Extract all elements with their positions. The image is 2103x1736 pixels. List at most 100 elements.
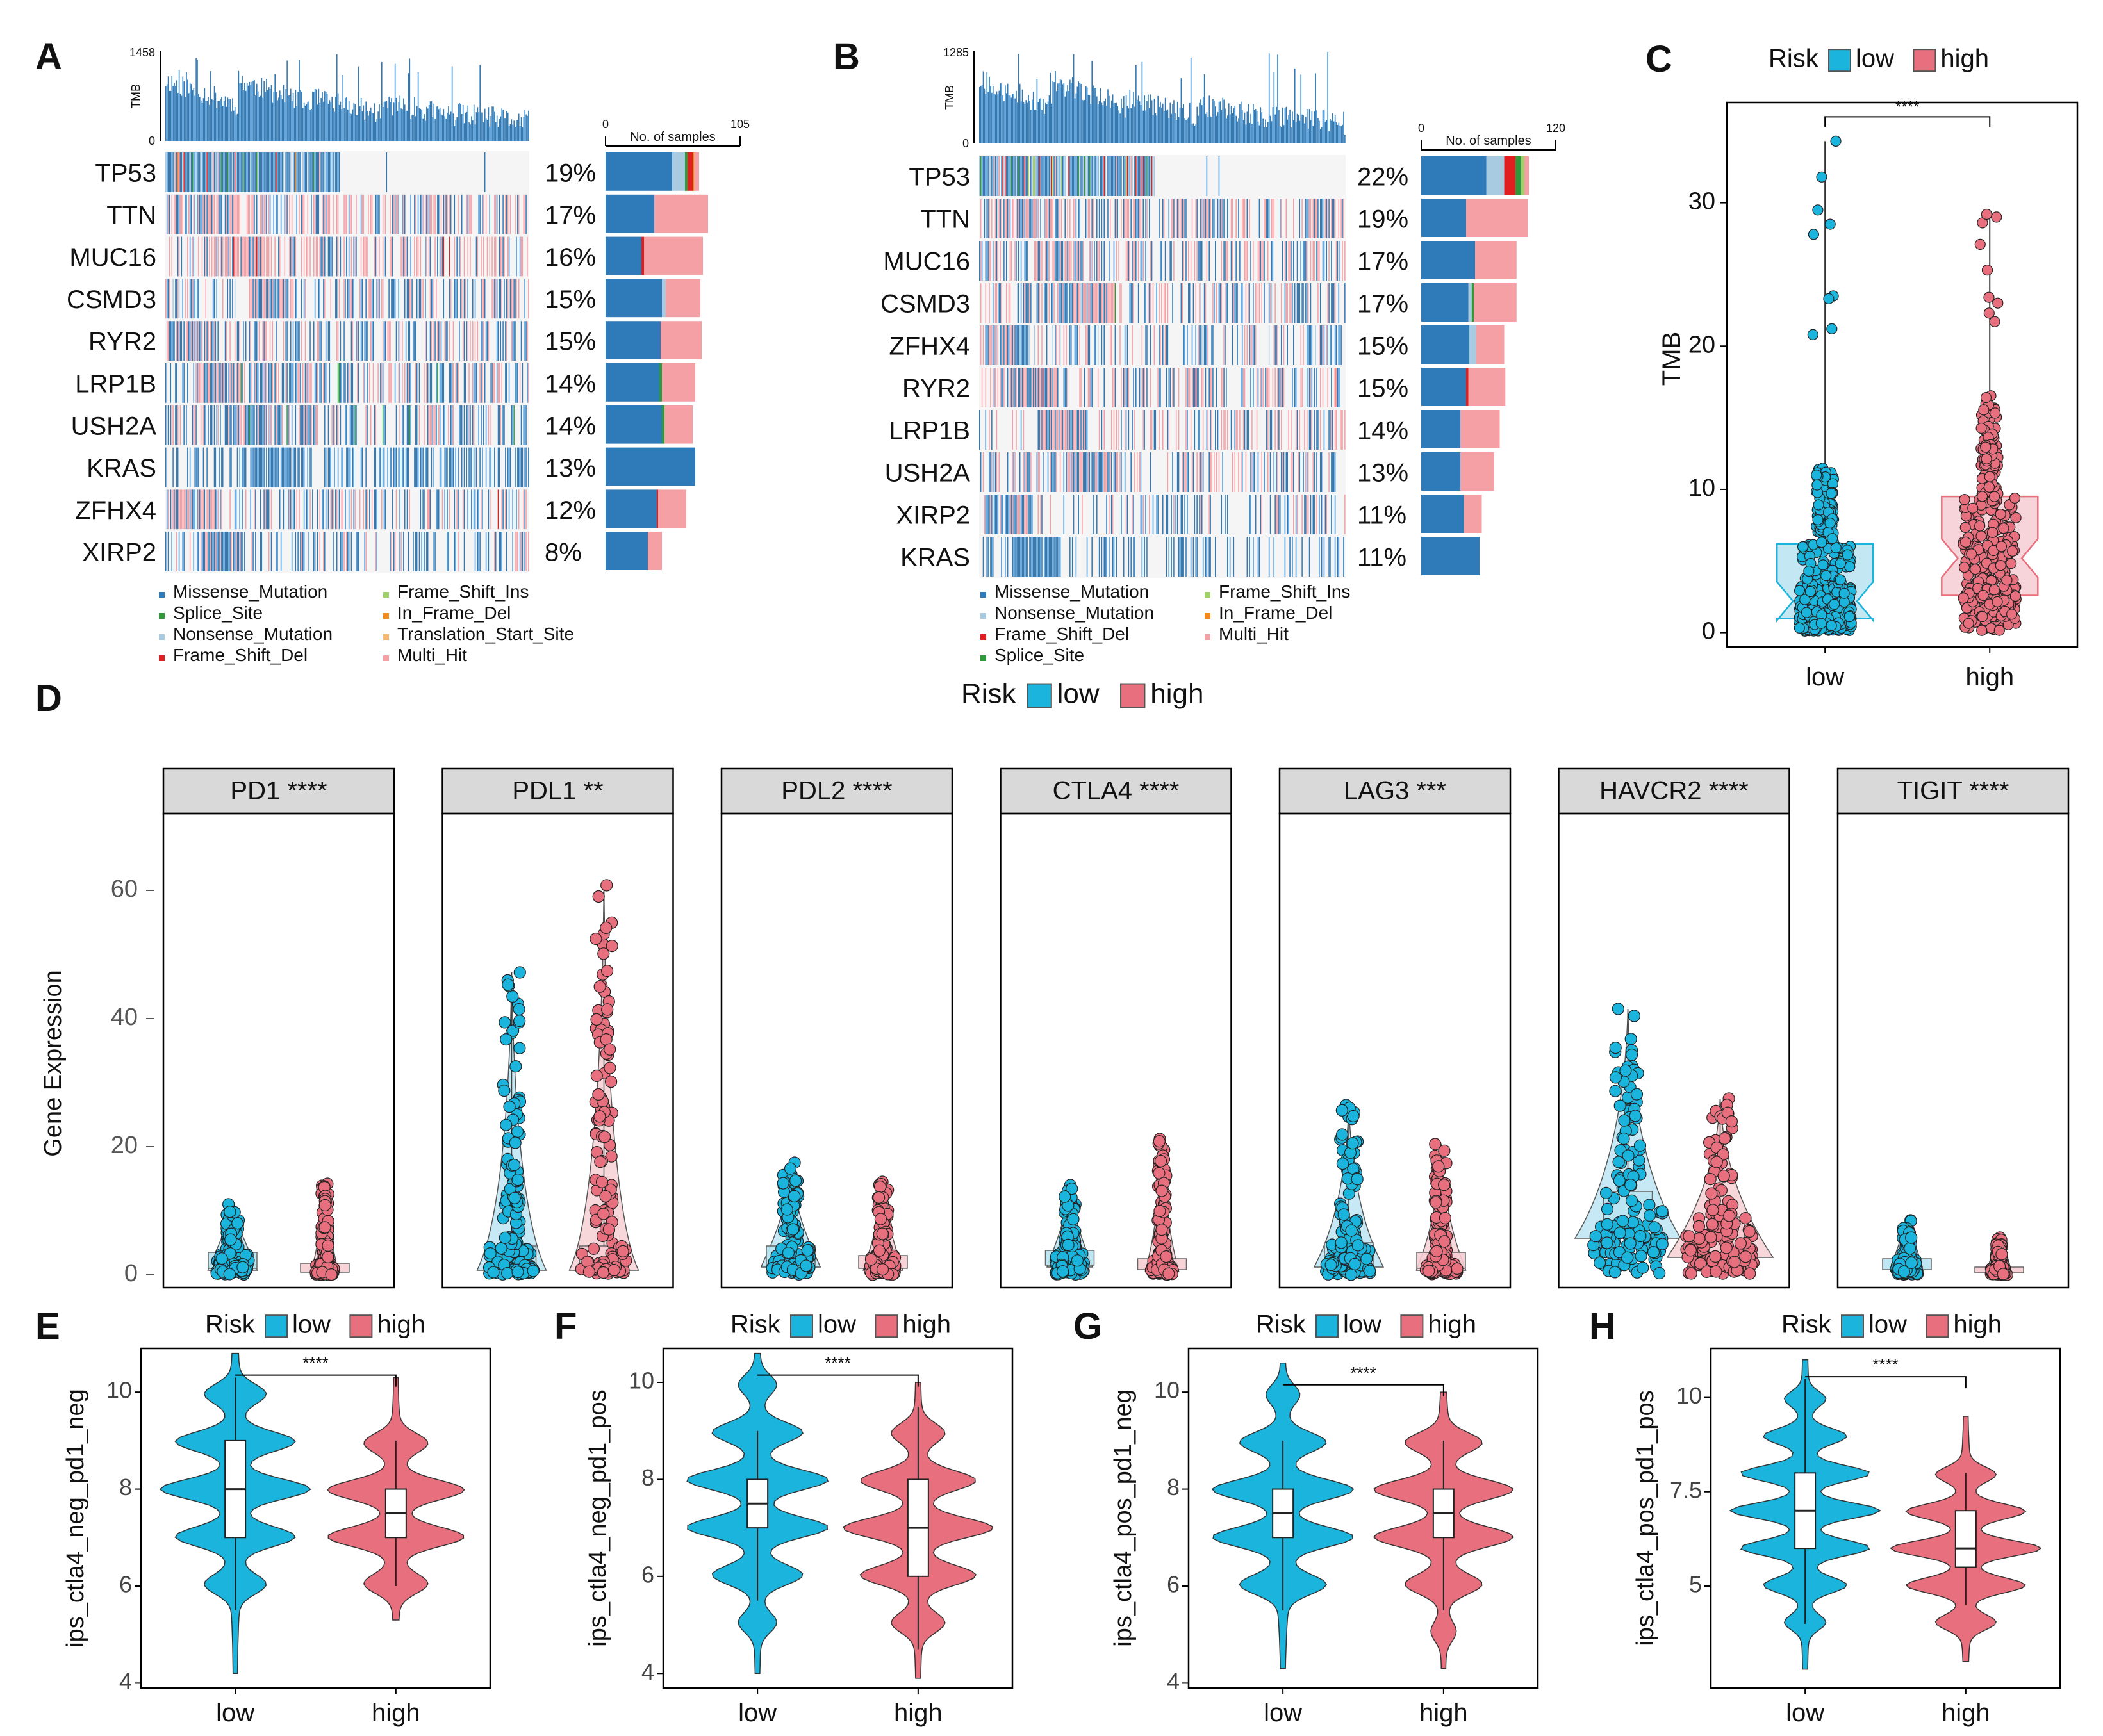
mutation-cell: [1217, 199, 1219, 238]
mutation-cell: [511, 321, 513, 361]
gene-label-ttn: TTN: [920, 206, 970, 234]
mutation-cell: [1321, 199, 1323, 238]
mutation-cell: [297, 321, 299, 361]
data-point: [1978, 404, 1990, 416]
mutation-cell: [1133, 283, 1134, 323]
tmb-bar: [199, 97, 201, 141]
mutation-cell: [1319, 283, 1321, 323]
mutation-cell: [1093, 199, 1094, 238]
mutation-cell: [985, 325, 987, 365]
mutation-cell: [377, 279, 379, 319]
mutation-cell: [1200, 241, 1201, 281]
mutation-cell: [1280, 199, 1282, 238]
data-point: [1820, 569, 1832, 582]
tmb-bar: [245, 90, 247, 141]
mutation-cell: [1075, 410, 1077, 450]
mutation-cell: [317, 152, 318, 192]
mutation-cell: [1176, 452, 1178, 492]
mutation-cell: [395, 321, 397, 361]
tmb-bar: [1098, 101, 1100, 143]
mutation-cell: [1132, 325, 1133, 365]
mutation-cell: [384, 236, 386, 277]
tmb-bar: [998, 90, 1000, 143]
mutation-cell: [335, 152, 336, 192]
data-point: [1824, 517, 1836, 529]
mutation-cell: [1128, 410, 1130, 450]
mutation-cell: [1079, 156, 1080, 196]
tmb-bar: [1034, 110, 1035, 143]
mutation-cell: [1267, 241, 1269, 281]
mutation-cell: [1112, 537, 1114, 577]
tmb-bar: [1051, 103, 1053, 143]
mutation-cell: [1094, 241, 1095, 281]
mutation-cell: [1062, 410, 1064, 450]
mutation-cell: [205, 532, 206, 571]
mutation-cell: [993, 368, 995, 407]
tmb-bar: [450, 111, 452, 141]
tmb-bar: [1230, 106, 1232, 143]
mutation-cell: [1063, 325, 1065, 365]
mutation-cell: [1238, 199, 1239, 238]
mutation-cell: [286, 363, 288, 403]
mutation-cell: [1071, 283, 1072, 323]
mutation-cell: [1310, 495, 1312, 534]
mutation-cell: [387, 447, 388, 487]
mutation-cell: [268, 194, 270, 234]
mutation-cell: [982, 452, 984, 492]
mutation-cell: [426, 236, 427, 277]
mutation-cell: [483, 236, 484, 277]
mutation-cell: [233, 236, 235, 277]
mutation-cell: [387, 321, 388, 361]
mutation-cell: [346, 447, 347, 487]
mutation-cell: [1079, 452, 1080, 492]
mutation-cell: [1091, 368, 1093, 407]
mutation-cell: [450, 363, 452, 403]
mutation-cell: [1222, 199, 1223, 238]
mutation-cell: [1185, 410, 1187, 450]
mutation-cell: [525, 532, 527, 571]
mutation-cell: [170, 321, 172, 361]
mutation-cell: [1261, 241, 1262, 281]
sample-bar-multi_hit: [644, 236, 703, 275]
mutation-cell: [263, 321, 265, 361]
mutation-cell: [987, 537, 989, 577]
mutation-cell: [1274, 325, 1276, 365]
mutation-cell: [1082, 156, 1083, 196]
mutation-cell: [1044, 241, 1046, 281]
tmb-bar: [413, 115, 414, 141]
mutation-cell: [1096, 283, 1098, 323]
mutation-cell: [205, 152, 206, 192]
mutation-cell: [1025, 537, 1027, 577]
tmb-bar: [242, 76, 243, 141]
mutation-cell: [286, 405, 288, 445]
mutation-cell: [1141, 368, 1143, 407]
mutation-cell: [1268, 537, 1270, 577]
tmb-bar: [490, 116, 491, 141]
tmb-bar: [246, 83, 248, 141]
mutation-cell: [252, 405, 254, 445]
mutation-cell: [1180, 537, 1182, 577]
mutation-cell: [270, 447, 272, 487]
mutation-cell: [283, 152, 285, 192]
mutation-cell: [1331, 495, 1332, 534]
tmb-bar: [502, 110, 504, 141]
mutation-cell: [1007, 368, 1009, 407]
tmb-bar: [1048, 95, 1050, 143]
mutation-cell: [262, 279, 263, 319]
mutation-cell: [410, 279, 411, 319]
mutation-cell: [1171, 241, 1172, 281]
mutation-cell: [1071, 283, 1073, 323]
mutation-cell: [1291, 452, 1292, 492]
mutation-cell: [1023, 283, 1025, 323]
sample-bar-nonsense: [1469, 325, 1476, 364]
mutation-cell: [198, 489, 199, 530]
data-point: [223, 1268, 236, 1281]
mutation-cell: [1342, 410, 1343, 450]
tmb-bar: [512, 124, 514, 141]
tmb-bar: [1187, 118, 1188, 143]
mutation-cell: [209, 363, 210, 403]
mutation-cell: [301, 194, 302, 234]
mutation-cell: [1069, 537, 1071, 577]
tmb-bar: [394, 63, 396, 141]
mutation-cell: [1284, 537, 1286, 577]
